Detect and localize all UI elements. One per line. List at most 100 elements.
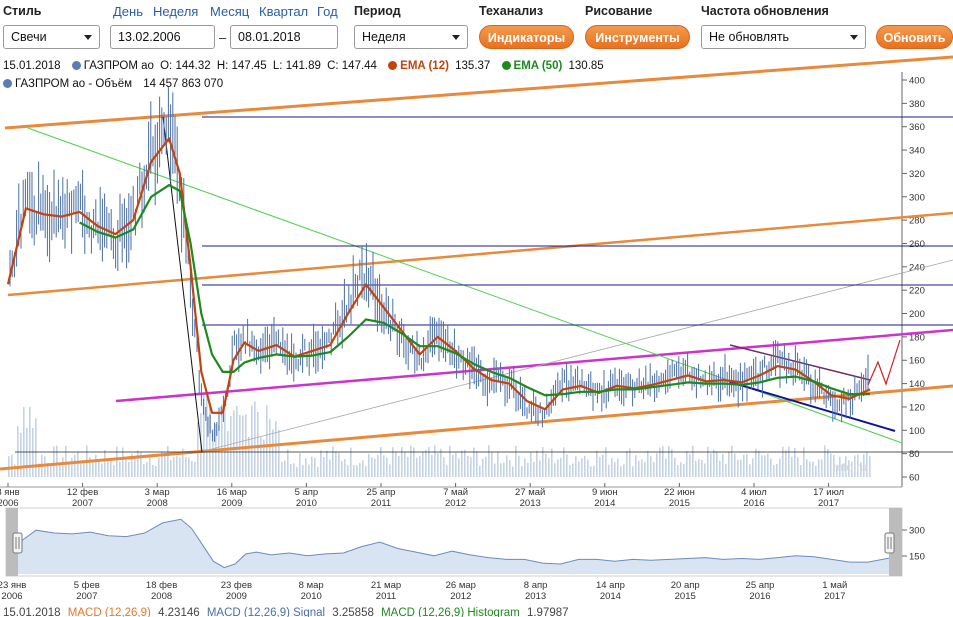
date-from-input[interactable]: 13.02.2006 [110,25,215,49]
x-tick-year: 2007 [72,498,93,509]
navigator-right-mask [889,508,902,576]
period-quarter-link[interactable]: Квартал [259,4,309,19]
trendline-drawings[interactable] [0,55,953,471]
volume-bar [341,461,343,477]
volume-bar [296,466,298,477]
volume-bar [599,456,601,477]
volume-bar [503,462,505,477]
volume-bar [866,452,868,477]
volume-bar [857,454,859,477]
navigator-right-handle[interactable] [884,532,895,554]
tools-button[interactable]: Инструменты [585,25,690,49]
y-tick-label: 280 [909,216,925,227]
volume-bar [269,419,271,477]
volume-bar [740,459,742,477]
volume-bar [56,445,58,477]
volume-bar [449,445,451,477]
legend-high: H: 147.45 [216,60,267,72]
volume-bar [59,464,61,477]
volume-bar [701,459,703,477]
volume-bar [689,454,691,477]
volume-bar [605,447,607,477]
volume-bar [674,457,676,477]
volume-bar [635,455,637,477]
trendline[interactable] [7,211,953,297]
trendline[interactable] [199,259,953,453]
legend-open: O: 144.32 [160,60,211,72]
period-year-link[interactable]: Год [317,4,338,19]
legend-date: 15.01.2018 [3,60,61,72]
volume-bar [455,452,457,477]
volume-bar [107,459,109,477]
volume-bar [725,464,727,477]
style-select[interactable]: Свечи [3,25,100,49]
volume-bar [662,446,664,477]
volume-bar [122,447,124,477]
indicators-button[interactable]: Индикаторы [479,25,574,49]
x-tick-label: 25 апр [367,487,396,498]
volume-bar [461,450,463,477]
volume-bar [860,462,862,477]
volume-bar [227,431,229,477]
volume-bar [665,458,667,477]
techanalysis-label: Теханализ [479,4,544,18]
volume-bar [671,449,673,477]
volume-bar [209,406,211,477]
volume-bar [764,455,766,477]
volume-bar [173,457,175,477]
volume-bar [572,463,574,477]
volume-bar [161,452,163,477]
x-tick-year: 2016 [743,498,764,509]
volume-bar [119,461,121,477]
plot-frame [0,72,903,488]
navigator-y-tick-label: 300 [909,526,925,537]
x-tick-label: 3 мар [145,487,170,498]
projection-arrow[interactable] [867,339,901,386]
trendline[interactable] [115,328,953,403]
volume-bar [578,461,580,477]
volume-bar [332,446,334,477]
y-axis: 60 80 100 120 140 160 180 200 220 240 260 280 300 320… [902,76,925,484]
trendline[interactable] [0,384,953,471]
volume-bar [155,465,157,477]
volume-bar [317,466,319,477]
period-day-link[interactable]: День [113,4,143,19]
volume-bar [365,466,367,477]
volume-bar [506,455,508,477]
trendline[interactable] [4,55,953,130]
navigator-series [17,518,890,574]
trendline[interactable] [162,116,203,453]
series-line-ema-12- [6,137,871,414]
volume-bar [311,456,313,477]
period-month-link[interactable]: Месяц [210,4,250,19]
x-tick-label: 27 май [515,487,545,498]
volume-bar [647,450,649,477]
volume-bar [620,466,622,477]
volume-bar [164,452,166,477]
volume-bar [266,405,268,477]
macd-legend-date: 15.01.2018 [3,607,61,617]
volume-bar [473,447,475,477]
volume-bar [869,456,871,477]
volume-bar [788,446,790,477]
volume-bar [458,458,460,477]
navigator-x-tick-label: 25 апр [746,580,775,591]
ema50-dot-icon [501,61,511,70]
volume-bar [254,401,256,477]
period-week-link[interactable]: Неделя [153,4,199,19]
volume-bar [542,447,544,477]
volume-bar [779,458,781,477]
date-to-input[interactable]: 08.01.2018 [230,25,338,49]
period-select[interactable]: Неделя [354,25,468,49]
refresh-select-value: Не обновлять [709,30,790,44]
volume-bar [284,460,286,477]
update-button[interactable]: Обновить [876,25,953,49]
refresh-select[interactable]: Не обновлять [701,25,866,49]
volume-bar [257,412,259,477]
trendline[interactable] [729,381,896,432]
navigator-left-handle[interactable] [12,532,23,554]
volume-bar [35,418,37,477]
y-tick-label: 60 [909,473,920,484]
